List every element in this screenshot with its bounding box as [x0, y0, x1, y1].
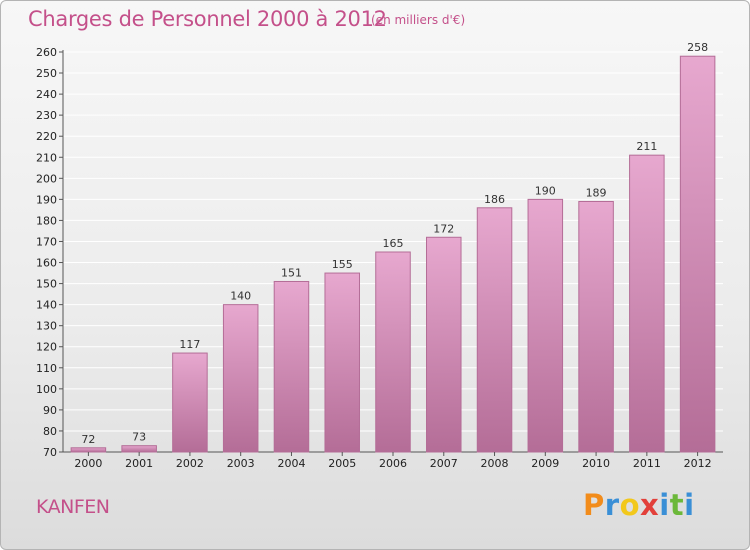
x-tick-label: 2001 — [125, 457, 153, 470]
bar — [121, 445, 157, 453]
bar — [679, 55, 716, 453]
data-label: 172 — [433, 222, 454, 235]
data-label: 186 — [484, 193, 505, 206]
y-tick-label: 90 — [43, 404, 57, 417]
logo-letter: r — [604, 488, 620, 522]
data-label: 190 — [535, 184, 556, 197]
y-tick-label: 110 — [36, 362, 57, 375]
data-label: 165 — [383, 237, 404, 250]
logo-letter: t — [669, 488, 685, 522]
unit-note: (en milliers d'€) — [371, 13, 466, 27]
y-tick-label: 100 — [36, 383, 57, 396]
y-tick-label: 180 — [36, 214, 57, 227]
x-tick-label: 2004 — [277, 457, 305, 470]
bar — [375, 251, 411, 453]
x-tick-label: 2012 — [684, 457, 712, 470]
y-tick-label: 170 — [36, 235, 57, 248]
y-tick-label: 160 — [36, 257, 57, 270]
y-tick-label: 80 — [43, 425, 57, 438]
data-label: 151 — [281, 266, 302, 279]
data-label: 211 — [636, 140, 657, 153]
y-tick-label: 130 — [36, 320, 57, 333]
data-label: 73 — [132, 431, 146, 444]
y-tick-label: 240 — [36, 88, 57, 101]
logo-letter: P — [583, 488, 605, 522]
y-tick-label: 150 — [36, 278, 57, 291]
data-label: 258 — [687, 41, 708, 54]
data-label: 117 — [179, 338, 200, 351]
y-tick-label: 190 — [36, 193, 57, 206]
data-label: 155 — [332, 258, 353, 271]
bar — [324, 272, 360, 453]
x-tick-label: 2010 — [582, 457, 610, 470]
y-tick-label: 230 — [36, 109, 57, 122]
y-tick-label: 260 — [36, 46, 57, 59]
place-name: KANFEN — [36, 496, 110, 518]
x-tick-label: 2002 — [176, 457, 204, 470]
y-tick-label: 220 — [36, 130, 57, 143]
x-tick-label: 2007 — [430, 457, 458, 470]
data-label: 189 — [586, 186, 607, 199]
y-tick-label: 120 — [36, 341, 57, 354]
bar — [426, 236, 462, 453]
y-tick-label: 210 — [36, 151, 57, 164]
x-tick-label: 2009 — [531, 457, 559, 470]
logo-letter: x — [640, 488, 660, 522]
logo-letter: i — [659, 488, 670, 522]
bar — [629, 154, 665, 453]
bar — [273, 280, 310, 453]
bar — [172, 352, 208, 453]
x-tick-label: 2011 — [633, 457, 661, 470]
y-tick-label: 200 — [36, 172, 57, 185]
bar — [222, 304, 259, 453]
data-label: 140 — [230, 290, 251, 303]
y-tick-label: 250 — [36, 67, 57, 80]
bar — [527, 198, 564, 453]
x-tick-label: 2003 — [227, 457, 255, 470]
x-tick-label: 2006 — [379, 457, 407, 470]
bar — [476, 207, 513, 453]
bar — [578, 200, 614, 453]
y-tick-label: 70 — [43, 446, 57, 459]
x-tick-label: 2005 — [328, 457, 356, 470]
y-tick-label: 140 — [36, 299, 57, 312]
data-label: 72 — [81, 433, 95, 446]
x-tick-label: 2000 — [74, 457, 102, 470]
bar — [70, 447, 107, 453]
x-tick-label: 2008 — [481, 457, 509, 470]
logo-letter: o — [619, 488, 641, 522]
logo-letter: i — [684, 488, 695, 522]
proxiti-logo: Proxiti — [583, 488, 695, 522]
chart-title: Charges de Personnel 2000 à 2012 — [28, 7, 387, 31]
